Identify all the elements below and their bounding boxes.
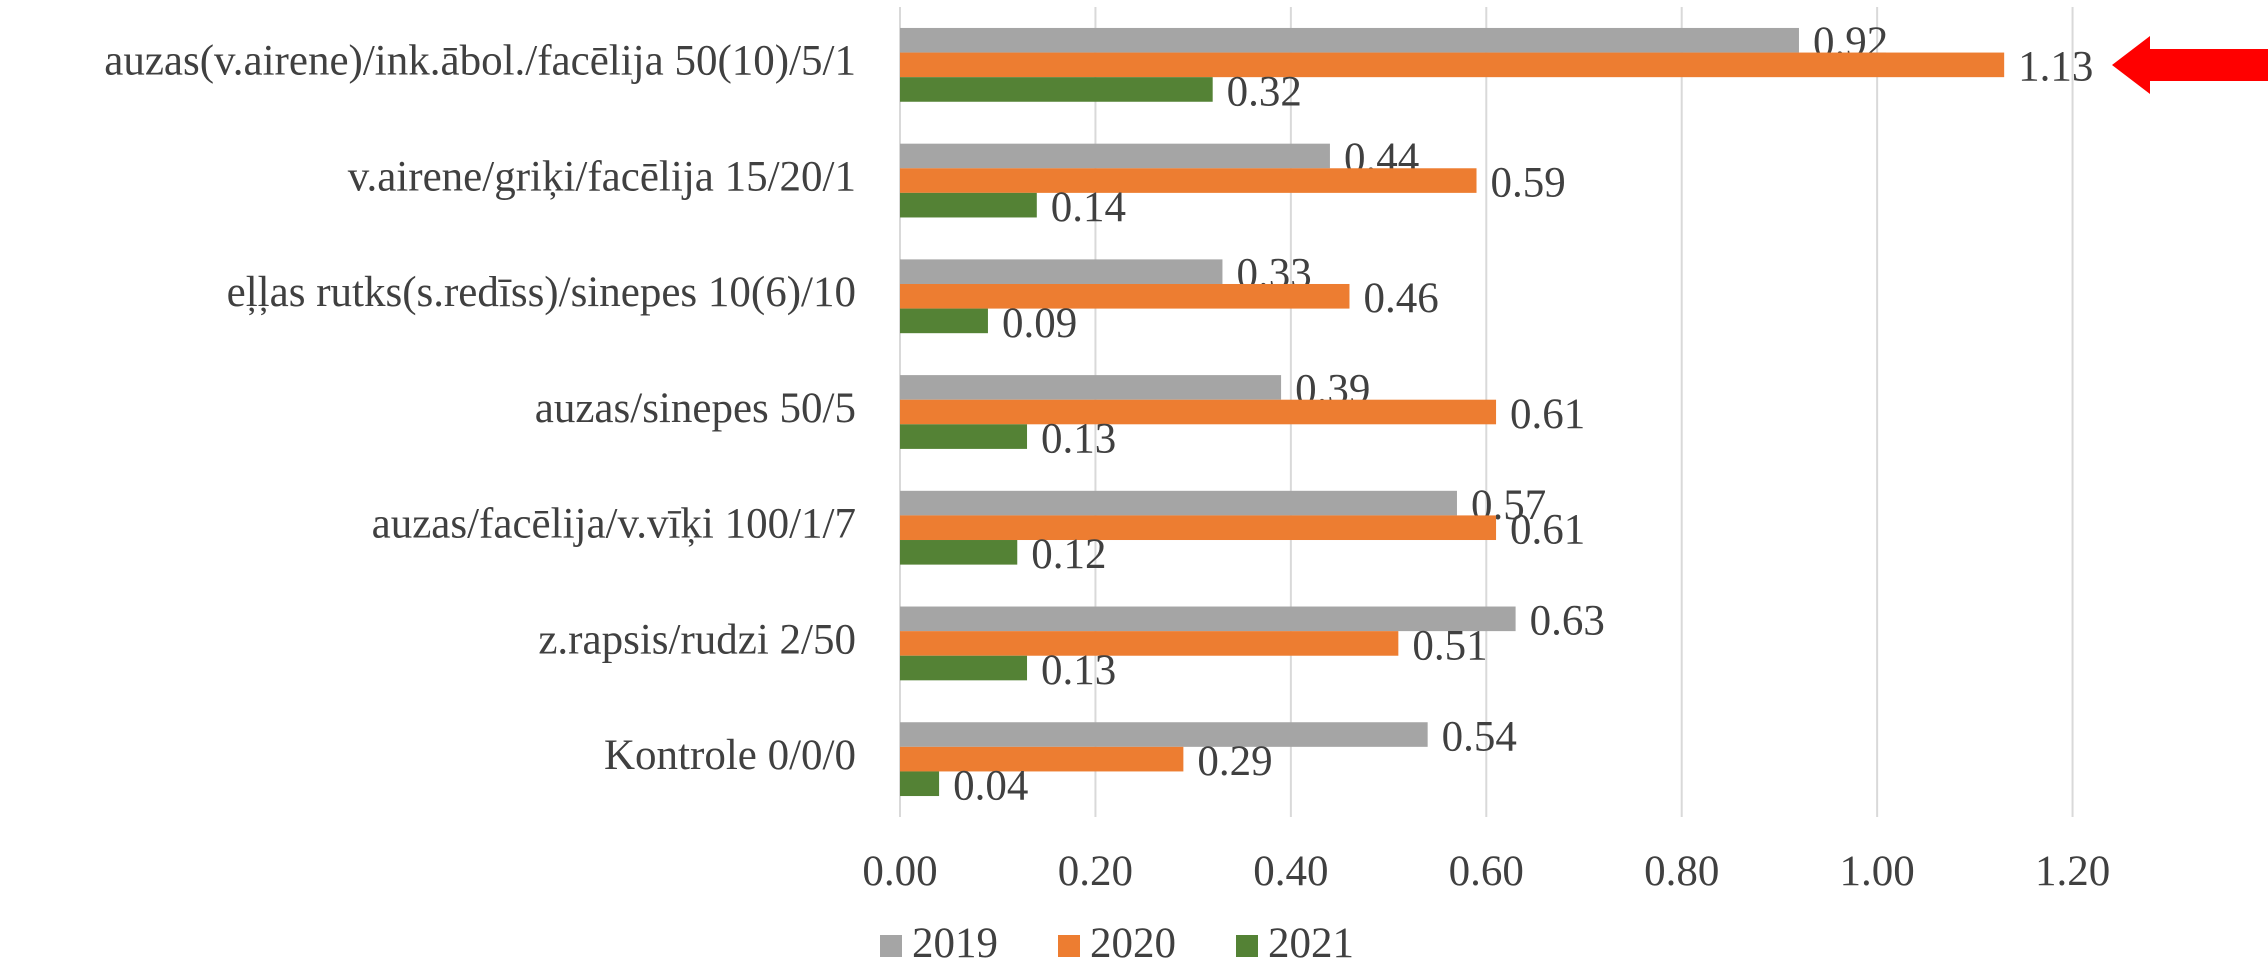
bar — [900, 192, 1037, 218]
category-label: auzas(v.airene)/ink.ābol./facēlija 50(10… — [104, 38, 856, 85]
data-label: 0.59 — [1491, 159, 1566, 206]
data-label: 0.61 — [1510, 507, 1585, 554]
data-label: 0.09 — [1002, 300, 1077, 347]
category-label: eļļas rutks(s.redīss)/sinepes 10(6)/10 — [227, 269, 856, 316]
marks: 0.921.130.320.440.590.140.330.460.090.39… — [900, 19, 2093, 810]
data-label: 0.29 — [1197, 738, 1272, 785]
bar — [900, 308, 988, 334]
category-label: Kontrole 0/0/0 — [604, 732, 856, 779]
data-label: 0.04 — [953, 763, 1028, 810]
legend-label: 2020 — [1090, 920, 1176, 967]
category-label: auzas/sinepes 50/5 — [535, 385, 856, 432]
bar — [900, 515, 1497, 541]
bar — [900, 490, 1457, 516]
legend-label: 2021 — [1268, 920, 1354, 967]
category-label: z.rapsis/rudzi 2/50 — [538, 616, 856, 663]
bar — [900, 606, 1516, 632]
legend-swatch — [1236, 935, 1258, 957]
x-tick-label: 1.20 — [2035, 848, 2110, 895]
bar — [900, 722, 1428, 747]
x-tick-label: 0.20 — [1058, 848, 1133, 895]
bar — [900, 77, 1213, 102]
data-label: 0.32 — [1227, 68, 1302, 115]
x-tick-label: 0.00 — [862, 848, 937, 895]
data-label: 0.13 — [1041, 415, 1116, 462]
data-label: 0.14 — [1051, 184, 1126, 231]
bar — [900, 143, 1330, 169]
bar — [900, 52, 2005, 78]
data-label: 0.13 — [1041, 647, 1116, 694]
data-label: 0.46 — [1363, 275, 1438, 322]
category-label: auzas/facēlija/v.vīķi 100/1/7 — [372, 501, 856, 548]
bar — [900, 655, 1028, 681]
data-label: 0.54 — [1442, 713, 1517, 760]
x-tick-label: 0.40 — [1253, 848, 1328, 895]
data-label: 0.51 — [1412, 622, 1487, 669]
legend-swatch — [880, 935, 902, 957]
bar — [900, 375, 1282, 400]
legend-swatch — [1058, 935, 1080, 957]
data-label: 1.13 — [2018, 44, 2093, 91]
bar — [900, 27, 1799, 53]
bar — [900, 746, 1184, 772]
bar — [900, 168, 1477, 193]
bar — [900, 771, 940, 797]
legend-label: 2019 — [912, 920, 998, 967]
x-tick-label: 1.00 — [1840, 848, 1915, 895]
bar — [900, 631, 1399, 656]
bar — [900, 424, 1028, 449]
x-tick-label: 0.80 — [1644, 848, 1719, 895]
bar — [900, 259, 1223, 284]
annotation-arrow — [2112, 36, 2268, 94]
data-label: 0.12 — [1031, 531, 1106, 578]
x-tick-label: 0.60 — [1449, 848, 1524, 895]
bar — [900, 399, 1497, 425]
data-label: 0.61 — [1510, 391, 1585, 438]
bar — [900, 283, 1350, 309]
data-label: 0.63 — [1530, 598, 1605, 645]
category-label: v.airene/griķi/facēlija 15/20/1 — [348, 153, 856, 200]
bar — [900, 540, 1018, 565]
